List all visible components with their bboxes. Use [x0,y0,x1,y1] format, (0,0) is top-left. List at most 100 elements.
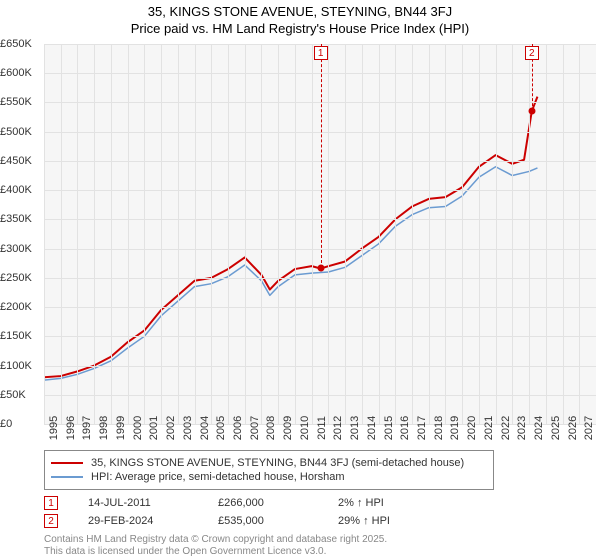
gridline-v [61,44,62,424]
x-axis-label: 2021 [483,416,495,440]
series-price-paid [44,97,537,378]
x-axis-label: 2004 [199,416,211,440]
y-axis-label: £150K [0,330,40,342]
x-axis-label: 2014 [366,416,378,440]
sale-diff: 2% ↑ HPI [338,497,438,509]
sale-date: 14-JUL-2011 [88,497,218,509]
legend-swatch-hpi [51,476,83,478]
sale-marker-icon: 1 [44,496,58,510]
plot-area: 12 [44,44,596,424]
gridline-v [362,44,363,424]
gridline-v [278,44,279,424]
table-row: 2 29-FEB-2024 £535,000 29% ↑ HPI [44,512,438,530]
gridline-v [529,44,530,424]
x-axis-label: 2020 [466,416,478,440]
y-axis-label: £600K [0,67,40,79]
gridline-v [512,44,513,424]
gridline-v [211,44,212,424]
y-axis-label: £300K [0,243,40,255]
x-axis-label: 1998 [98,416,110,440]
x-axis-label: 2018 [433,416,445,440]
x-axis-label: 2025 [550,416,562,440]
x-axis-label: 2003 [182,416,194,440]
sale-marker-box: 1 [314,46,328,60]
y-axis-label: £400K [0,184,40,196]
gridline-v [312,44,313,424]
table-row: 1 14-JUL-2011 £266,000 2% ↑ HPI [44,494,438,512]
legend-box: 35, KINGS STONE AVENUE, STEYNING, BN44 3… [44,450,494,490]
x-axis-label: 2006 [232,416,244,440]
sale-marker-dot [317,265,324,272]
gridline-v [195,44,196,424]
chart-container: 35, KINGS STONE AVENUE, STEYNING, BN44 3… [0,0,600,560]
gridline-v [345,44,346,424]
title-subtitle: Price paid vs. HM Land Registry's House … [0,21,600,36]
footer-attribution: Contains HM Land Registry data © Crown c… [44,534,387,558]
sales-table: 1 14-JUL-2011 £266,000 2% ↑ HPI 2 29-FEB… [44,494,438,530]
gridline-v [546,44,547,424]
x-axis-label: 2015 [383,416,395,440]
gridline-v [429,44,430,424]
x-axis-label: 2009 [282,416,294,440]
chart-area: 12 [44,44,596,424]
gridline-v [563,44,564,424]
gridline-v [295,44,296,424]
gridline-v [412,44,413,424]
gridline-v [77,44,78,424]
legend-swatch-price-paid [51,462,83,464]
gridline-v [94,44,95,424]
x-axis-label: 1997 [81,416,93,440]
gridline-v [128,44,129,424]
gridline-v [161,44,162,424]
gridline-v [462,44,463,424]
footer-line: Contains HM Land Registry data © Crown c… [44,534,387,546]
gridline-v [579,44,580,424]
x-axis-label: 2005 [215,416,227,440]
gridline-v [445,44,446,424]
x-axis-label: 2008 [265,416,277,440]
sale-price: £266,000 [218,497,338,509]
y-axis-label: £200K [0,301,40,313]
sale-price: £535,000 [218,515,338,527]
gridline-v [178,44,179,424]
gridline-v [144,44,145,424]
sale-marker-box: 2 [525,46,539,60]
y-axis-label: £0 [0,418,40,430]
footer-line: This data is licensed under the Open Gov… [44,546,387,558]
x-axis-label: 1999 [115,416,127,440]
y-axis-label: £650K [0,38,40,50]
y-axis-label: £550K [0,96,40,108]
gridline-v [379,44,380,424]
sale-marker-dot [528,108,535,115]
x-axis-label: 2010 [299,416,311,440]
gridline-v [228,44,229,424]
x-axis-label: 2017 [416,416,428,440]
y-axis-label: £450K [0,155,40,167]
legend-label: 35, KINGS STONE AVENUE, STEYNING, BN44 3… [91,457,464,469]
legend-row: HPI: Average price, semi-detached house,… [51,471,487,483]
x-axis-label: 2019 [449,416,461,440]
gridline-v [328,44,329,424]
gridline-v [111,44,112,424]
title-block: 35, KINGS STONE AVENUE, STEYNING, BN44 3… [0,0,600,36]
x-axis-label: 2026 [567,416,579,440]
gridline-v [479,44,480,424]
y-axis-label: £250K [0,272,40,284]
x-axis-label: 2024 [533,416,545,440]
x-axis-label: 1996 [65,416,77,440]
x-axis-label: 2002 [165,416,177,440]
y-axis-label: £100K [0,360,40,372]
sale-marker-line [321,44,322,268]
x-axis-label: 2001 [148,416,160,440]
sale-date: 29-FEB-2024 [88,515,218,527]
x-axis-label: 2007 [249,416,261,440]
x-axis-label: 2022 [500,416,512,440]
x-axis-label: 2023 [516,416,528,440]
x-axis-label: 2013 [349,416,361,440]
y-axis-label: £50K [0,389,40,401]
x-axis-label: 2012 [332,416,344,440]
legend-label: HPI: Average price, semi-detached house,… [91,471,345,483]
x-axis-label: 1995 [48,416,60,440]
x-axis-label: 2000 [132,416,144,440]
x-axis-label: 2011 [316,416,328,440]
